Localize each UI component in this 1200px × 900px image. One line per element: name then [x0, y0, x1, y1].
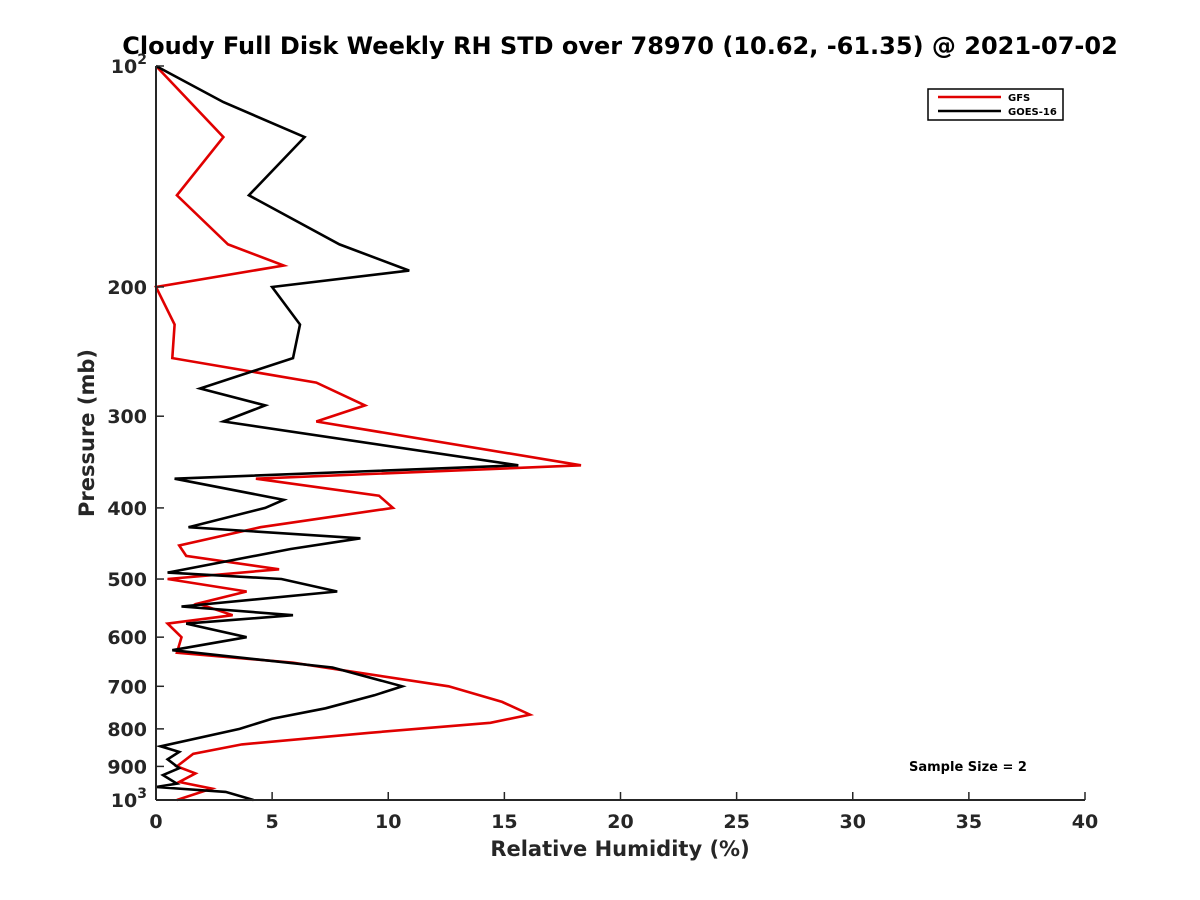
x-ticks: 0 5 10 15 20 25 30 35 40 — [149, 792, 1098, 833]
x-tick-label: 30 — [840, 811, 866, 833]
y-tick-label: 900 — [107, 756, 147, 778]
series-line-gfs — [154, 65, 582, 802]
y-tick-label: 500 — [107, 569, 147, 591]
legend-label-goes16: GOES-16 — [1008, 107, 1057, 118]
y-tick-label: 600 — [107, 627, 147, 649]
x-tick-label: 25 — [723, 811, 749, 833]
legend-label-gfs: GFS — [1008, 93, 1030, 104]
x-tick-label: 40 — [1072, 811, 1098, 833]
series-layer — [154, 64, 582, 802]
y-tick-label: 300 — [107, 406, 147, 428]
y-tick-label: 700 — [107, 676, 147, 698]
x-tick-label: 5 — [266, 811, 279, 833]
x-tick-label: 15 — [491, 811, 517, 833]
y-tick-label: 103 — [111, 786, 147, 812]
series-line-goes-16 — [155, 64, 519, 802]
y-axis-label: Pressure (mb) — [75, 349, 99, 517]
y-tick-label: 200 — [107, 277, 147, 299]
x-tick-label: 35 — [956, 811, 982, 833]
x-tick-label: 20 — [607, 811, 633, 833]
y-tick-label: 400 — [107, 498, 147, 520]
chart-title: Cloudy Full Disk Weekly RH STD over 7897… — [122, 32, 1118, 60]
y-tick-label: 800 — [107, 719, 147, 741]
legend: GFS GOES-16 — [927, 88, 1064, 121]
x-tick-label: 0 — [149, 811, 162, 833]
x-axis-label: Relative Humidity (%) — [490, 837, 749, 861]
y-tick-label: 102 — [111, 52, 147, 78]
x-tick-label: 10 — [375, 811, 401, 833]
sample-size-annotation: Sample Size = 2 — [909, 760, 1027, 775]
legend-box — [927, 88, 1064, 121]
y-ticks: 102 200 300 400 500 600 700 800 900 103 — [107, 52, 164, 812]
